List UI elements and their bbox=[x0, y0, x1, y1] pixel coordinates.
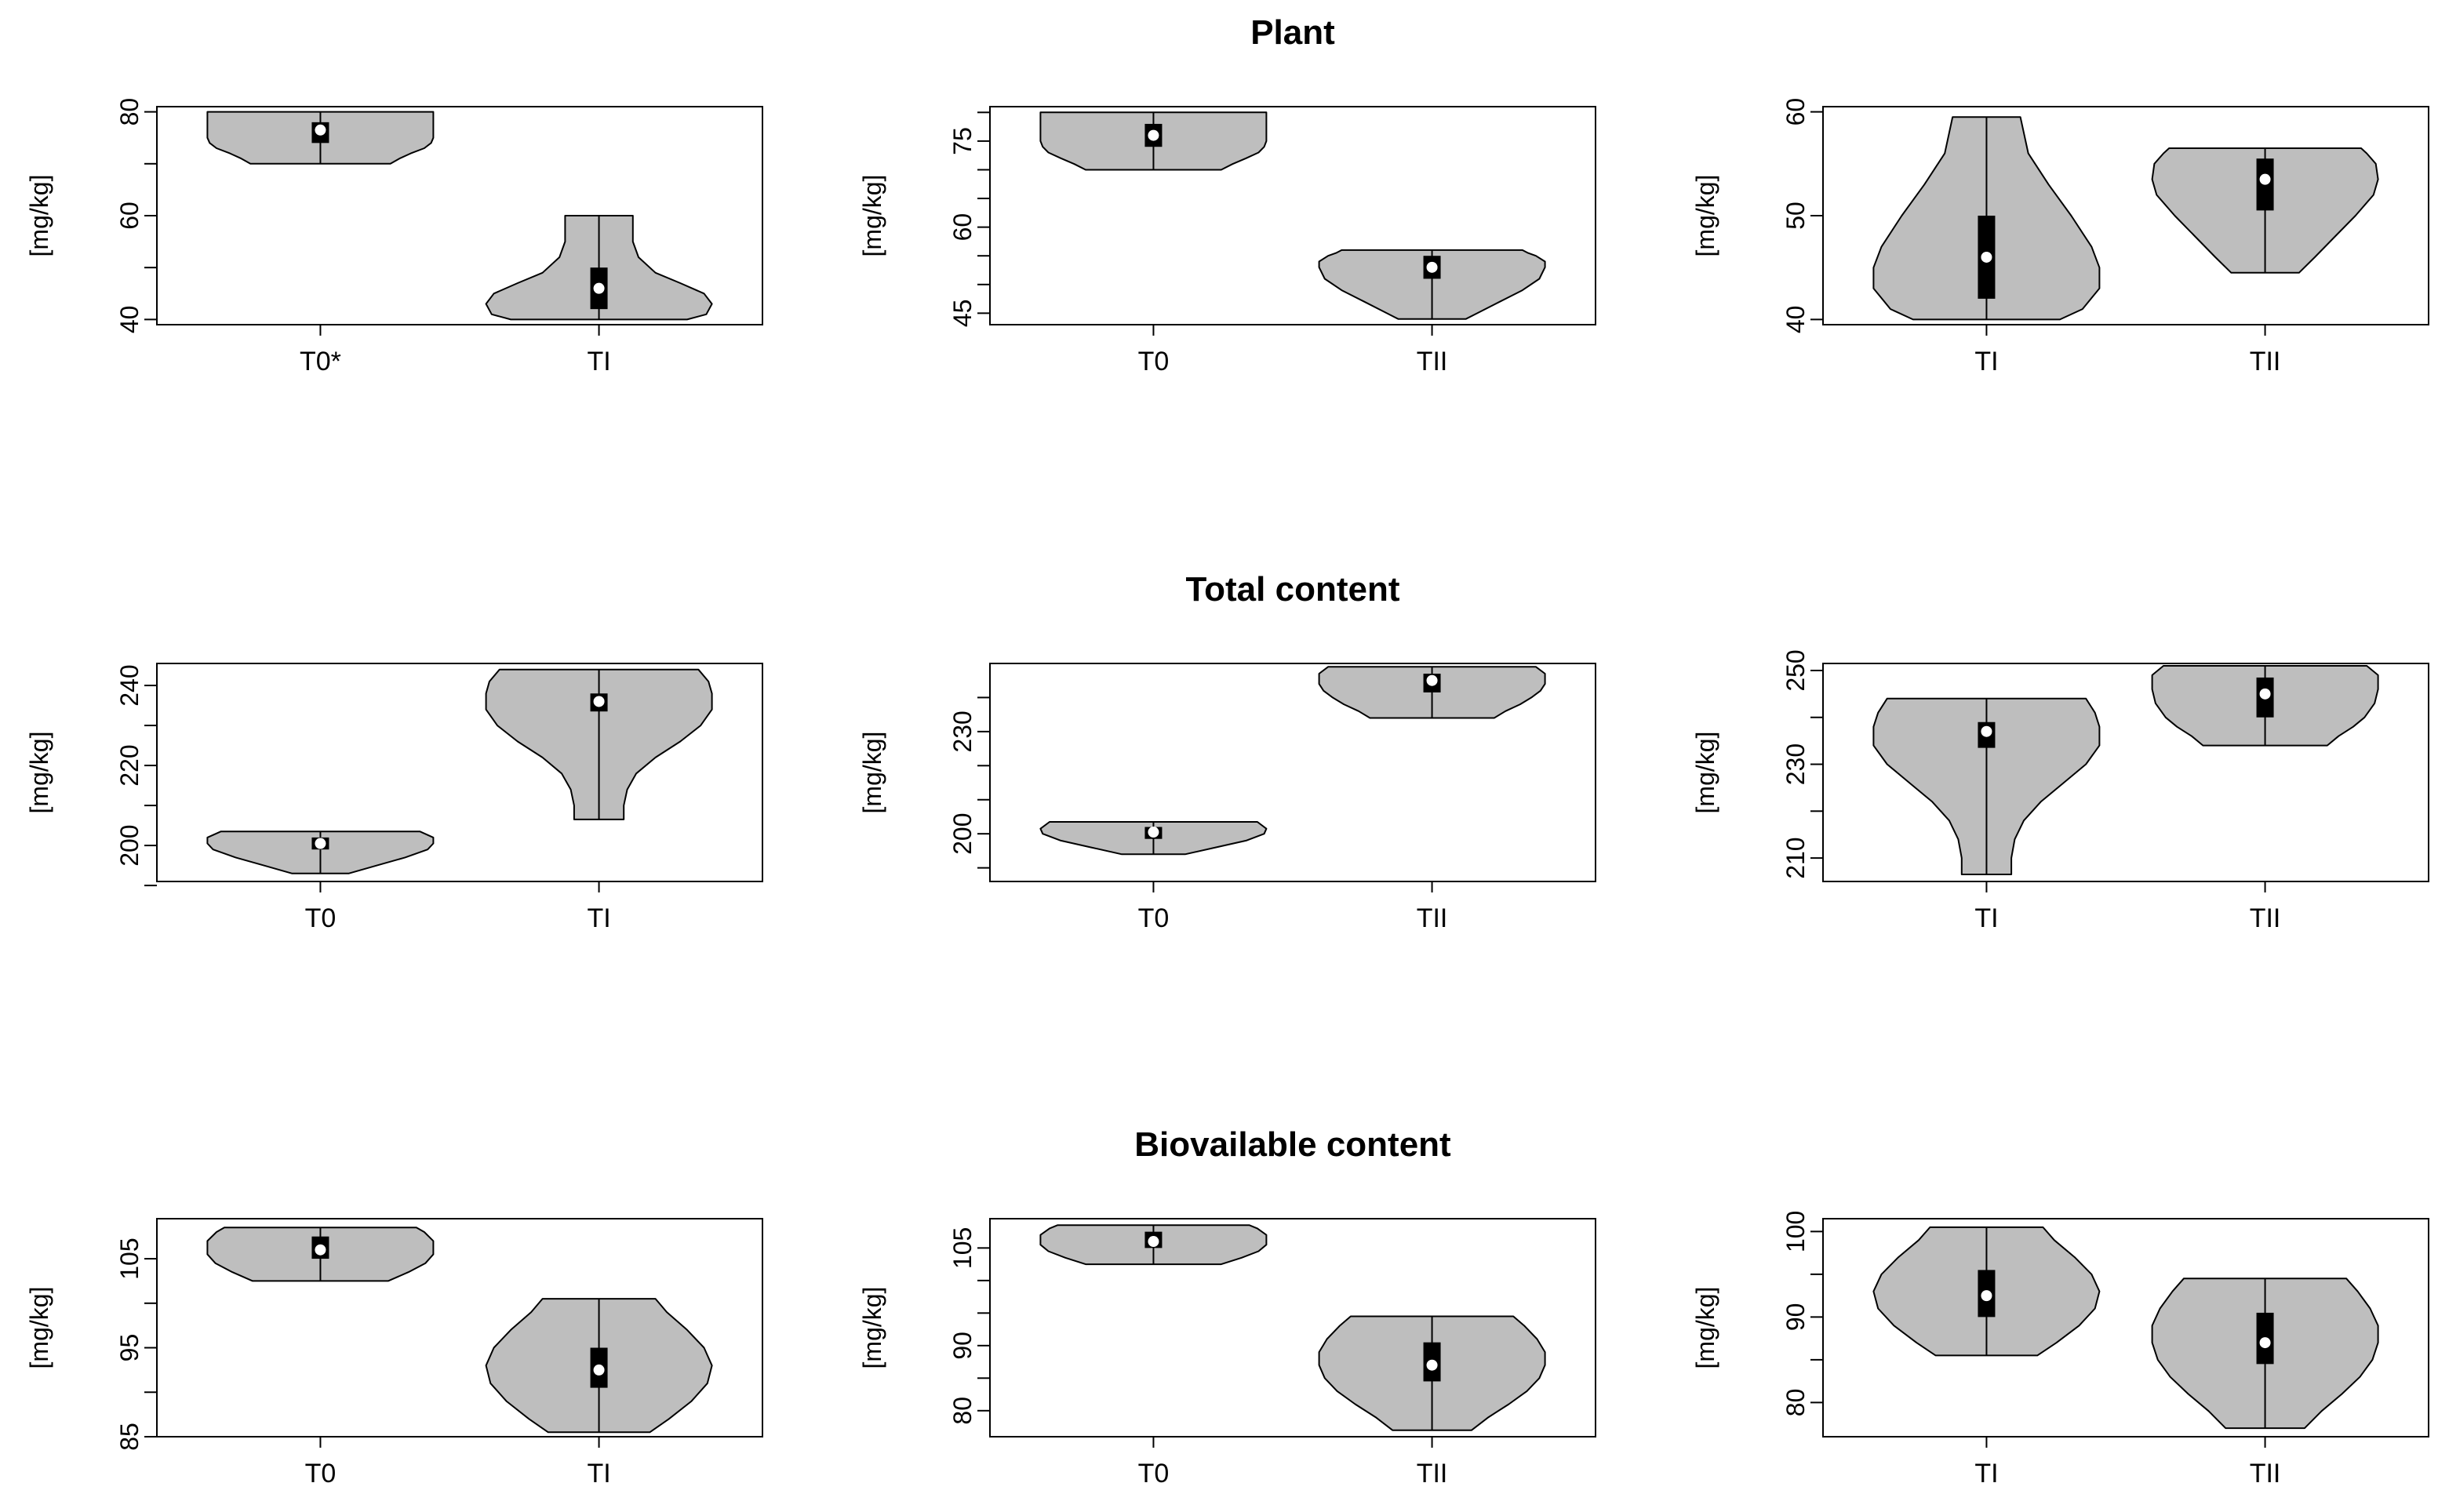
violin-median-dot bbox=[315, 124, 326, 136]
violin-median-dot bbox=[1981, 251, 1992, 263]
x-category-label: TI bbox=[1974, 1459, 1998, 1488]
chart-panel: 200 230 [mg/kg] T0 TII bbox=[858, 663, 1596, 933]
violin-median-dot bbox=[1426, 1359, 1438, 1371]
x-category-label: T0 bbox=[1138, 1459, 1170, 1488]
plot-frame bbox=[1822, 1218, 2429, 1437]
y-tick-label: 90 bbox=[948, 1332, 977, 1360]
y-tick-label: 200 bbox=[115, 824, 144, 866]
y-tick-label: 100 bbox=[1781, 1211, 1810, 1252]
y-tick-label: 200 bbox=[948, 812, 977, 854]
y-axis-label: [mg/kg] bbox=[25, 175, 53, 257]
plot-frame bbox=[989, 663, 1596, 882]
y-tick-label: 60 bbox=[1781, 98, 1810, 126]
y-tick-label: 85 bbox=[115, 1423, 144, 1451]
y-tick-label: 230 bbox=[1781, 743, 1810, 785]
x-category-label: TI bbox=[1974, 903, 1998, 933]
violin-median-dot bbox=[315, 838, 326, 849]
violin-median-dot bbox=[1148, 1236, 1159, 1248]
chart-panel: 40 60 80 [mg/kg] T0* TI bbox=[25, 98, 763, 376]
row-title-total-content: Total content bbox=[1186, 570, 1400, 609]
violin-median-dot bbox=[2259, 173, 2271, 185]
x-category-label: TII bbox=[2250, 1459, 2281, 1488]
y-tick-label: 60 bbox=[115, 202, 144, 230]
y-tick-label: 75 bbox=[948, 127, 977, 155]
y-tick-label: 95 bbox=[115, 1334, 144, 1362]
x-category-label: T0* bbox=[300, 347, 341, 376]
row-title-plant: Plant bbox=[1250, 13, 1335, 52]
plot-frame bbox=[156, 663, 763, 882]
x-category-label: TI bbox=[587, 903, 610, 933]
chart-panel: 85 95 105 [mg/kg] T0 TI bbox=[25, 1218, 763, 1488]
x-category-label: TII bbox=[1417, 1459, 1448, 1488]
y-tick-label: 105 bbox=[948, 1227, 977, 1269]
y-axis-label: [mg/kg] bbox=[858, 732, 886, 814]
panels-group: 40 60 80 [mg/kg] T0* TI 45 60 75 [mg/kg] T0 TII 40 50… bbox=[25, 98, 2429, 1488]
y-tick-label: 40 bbox=[1781, 306, 1810, 334]
y-tick-label: 250 bbox=[1781, 649, 1810, 691]
x-category-label: T0 bbox=[1138, 347, 1170, 376]
y-tick-label: 210 bbox=[1781, 837, 1810, 878]
y-tick-label: 230 bbox=[948, 711, 977, 752]
y-tick-label: 220 bbox=[115, 744, 144, 786]
x-category-label: T0 bbox=[1138, 903, 1170, 933]
violin-median-dot bbox=[1981, 725, 1992, 737]
y-axis-label: [mg/kg] bbox=[25, 1287, 53, 1369]
violin-median-dot bbox=[1148, 129, 1159, 141]
x-category-label: TI bbox=[587, 1459, 610, 1488]
violin-median-dot bbox=[2259, 1337, 2271, 1349]
x-category-label: T0 bbox=[305, 1459, 337, 1488]
x-category-label: TII bbox=[2250, 903, 2281, 933]
y-tick-label: 105 bbox=[115, 1238, 144, 1279]
violin-median-dot bbox=[1426, 674, 1438, 686]
y-axis-label: [mg/kg] bbox=[1691, 175, 1719, 257]
y-tick-label: 50 bbox=[1781, 202, 1810, 230]
x-category-label: TII bbox=[1417, 903, 1448, 933]
violin-median-dot bbox=[315, 1244, 326, 1256]
chart-panel: 80 90 100 [mg/kg] TI TII bbox=[1691, 1211, 2429, 1488]
x-category-label: TI bbox=[587, 347, 610, 376]
violin-median-dot bbox=[1148, 827, 1159, 838]
y-tick-label: 240 bbox=[115, 664, 144, 706]
y-tick-label: 80 bbox=[1781, 1389, 1810, 1417]
y-axis-label: [mg/kg] bbox=[25, 732, 53, 814]
y-tick-label: 80 bbox=[115, 98, 144, 126]
x-category-label: TII bbox=[1417, 347, 1448, 376]
x-category-label: TI bbox=[1974, 347, 1998, 376]
chart-panel: 210 230 250 [mg/kg] TI TII bbox=[1691, 649, 2429, 933]
y-tick-label: 80 bbox=[948, 1397, 977, 1425]
chart-panel: 40 50 60 [mg/kg] TI TII bbox=[1691, 98, 2429, 376]
violin-median-dot bbox=[1981, 1290, 1992, 1302]
plot-frame bbox=[156, 1218, 763, 1437]
chart-panel: 45 60 75 [mg/kg] T0 TII bbox=[858, 106, 1596, 376]
violin-median-dot bbox=[2259, 688, 2271, 700]
x-category-label: TII bbox=[2250, 347, 2281, 376]
y-tick-label: 45 bbox=[948, 300, 977, 328]
y-tick-label: 60 bbox=[948, 213, 977, 242]
violin-median-dot bbox=[593, 282, 605, 294]
violin-median-dot bbox=[593, 1364, 605, 1376]
y-axis-label: [mg/kg] bbox=[1691, 732, 1719, 814]
y-axis-label: [mg/kg] bbox=[858, 1287, 886, 1369]
plot-frame bbox=[989, 1218, 1596, 1437]
chart-panel: 200 220 240 [mg/kg] T0 TI bbox=[25, 663, 763, 933]
row-title-biovailable-content: Biovailable content bbox=[1134, 1125, 1451, 1164]
y-tick-label: 90 bbox=[1781, 1303, 1810, 1332]
y-axis-label: [mg/kg] bbox=[1691, 1287, 1719, 1369]
plot-frame bbox=[1822, 663, 2429, 882]
chart-panel: 80 90 105 [mg/kg] T0 TII bbox=[858, 1218, 1596, 1488]
violin-median-dot bbox=[593, 696, 605, 707]
violin-median-dot bbox=[1426, 261, 1438, 273]
x-category-label: T0 bbox=[305, 903, 337, 933]
plot-frame bbox=[989, 106, 1596, 325]
y-axis-label: [mg/kg] bbox=[858, 175, 886, 257]
y-tick-label: 40 bbox=[115, 306, 144, 334]
